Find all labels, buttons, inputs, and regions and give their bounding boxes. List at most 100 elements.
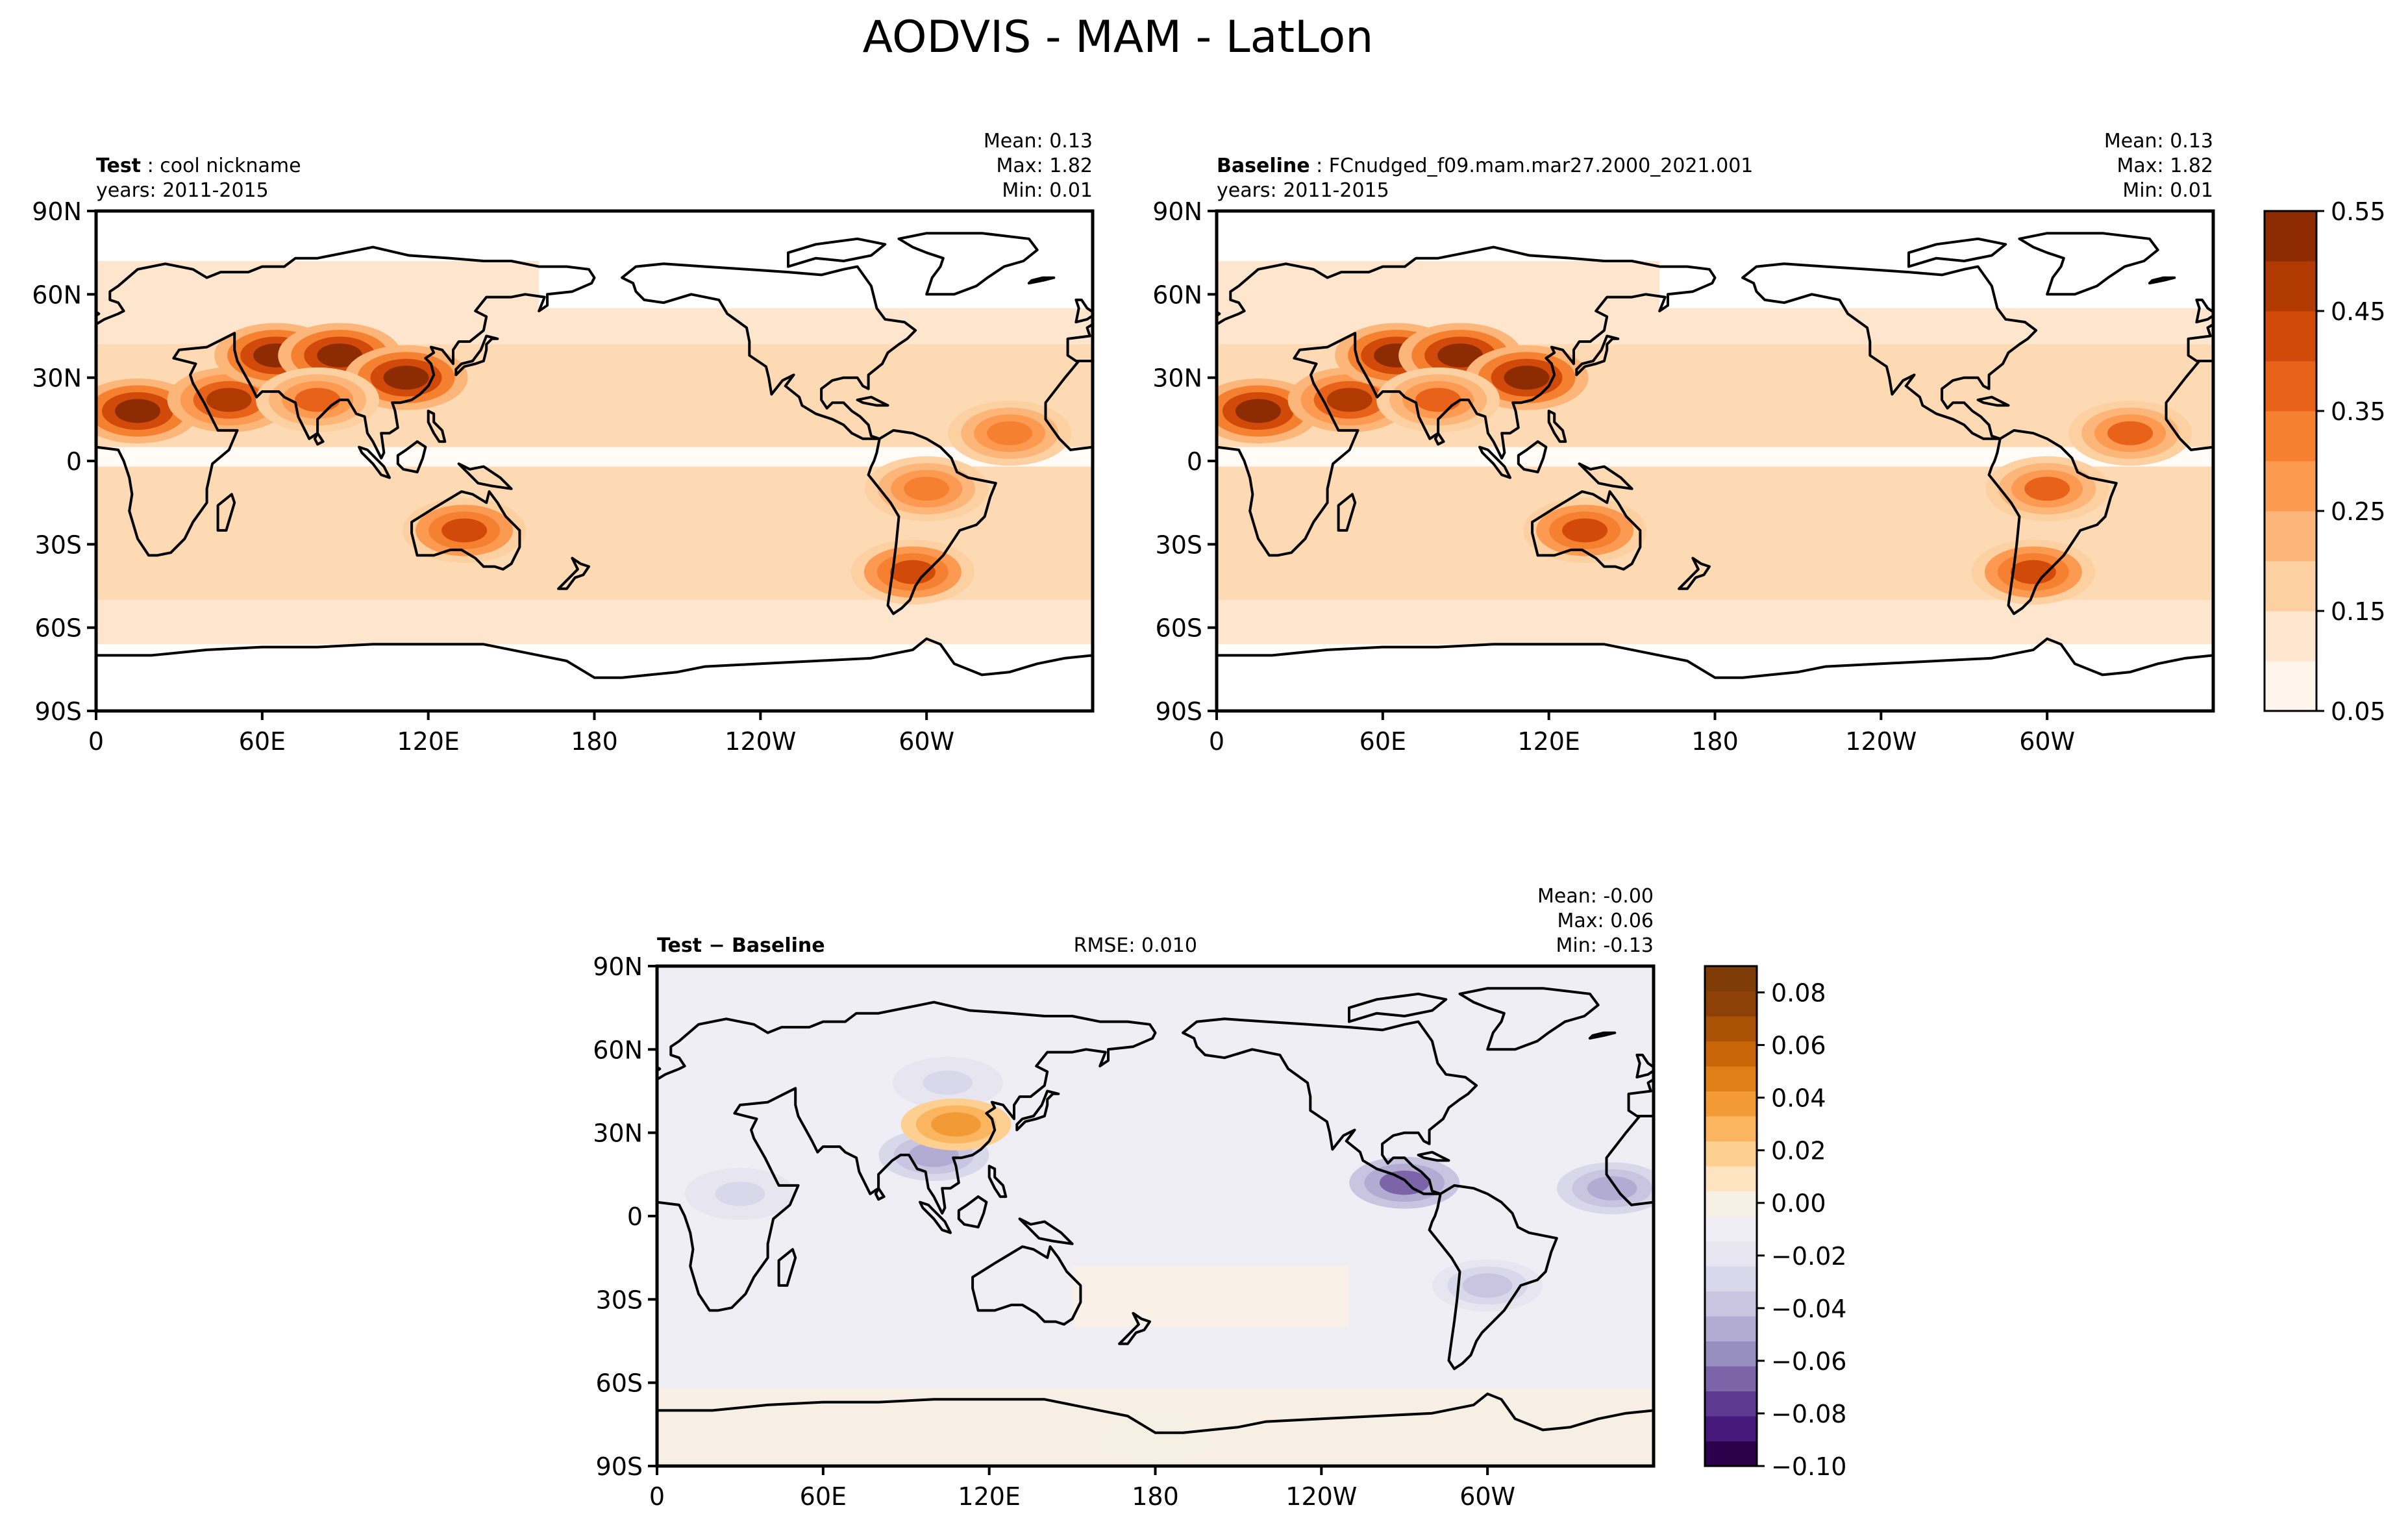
- baseline-coast-japan: [1575, 334, 1620, 377]
- test-ytick-label: 90S: [35, 697, 82, 726]
- figure-title: AODVIS - MAM - LatLon: [863, 12, 1374, 63]
- diff-coast-uk: [1635, 1053, 1654, 1079]
- baseline-xtick-label: 60W: [2019, 727, 2075, 756]
- diff-coast-philippines: [987, 1165, 1008, 1199]
- diff-feature-6: [1130, 1426, 1180, 1450]
- test-coast-south_america: [867, 429, 997, 615]
- colorbar-diff-tick-label: 0.06: [1771, 1032, 1826, 1060]
- test-field: [96, 211, 1093, 711]
- diff-stat: Min: -0.13: [1556, 934, 1654, 957]
- colorbar-diff-segment: [1705, 1316, 1757, 1341]
- baseline-ytick-label: 30N: [1152, 364, 1202, 393]
- test-feature-7: [889, 560, 936, 584]
- baseline-ytick-label: 0: [1187, 447, 1202, 476]
- test-stat: Mean: 0.13: [984, 130, 1093, 153]
- baseline-coast-australia: [1531, 490, 1642, 571]
- colorbar-diff-tick-label: −0.08: [1771, 1400, 1846, 1428]
- baseline-ytick-label: 90N: [1152, 197, 1202, 226]
- colorbar-diff-tick-label: −0.06: [1771, 1347, 1846, 1376]
- baseline-feature-4: [1504, 366, 1550, 390]
- test-ytick-label: 30S: [35, 530, 82, 559]
- test-coast-greenland: [897, 232, 1039, 296]
- diff-xtick-label: 60E: [800, 1482, 847, 1511]
- baseline-stat-label: Max:: [2117, 155, 2170, 177]
- diff-xtick-label: 60W: [1459, 1482, 1515, 1511]
- diff-coast-australia: [971, 1245, 1082, 1326]
- test-stat-value: 0.13: [1049, 130, 1093, 153]
- diff-coast-madagascar: [777, 1248, 797, 1287]
- test-stat: Max: 1.82: [997, 155, 1093, 177]
- diff-feature-7: [715, 1182, 765, 1206]
- test-feature-5: [295, 388, 341, 412]
- colorbar-diff-segment: [1705, 1216, 1757, 1241]
- diff-coast-greenland: [1458, 987, 1600, 1051]
- diff-feature-1: [1587, 1176, 1637, 1200]
- test-stat-label: Min:: [1002, 179, 1049, 202]
- colorbar-aod-segment: [2265, 561, 2316, 612]
- diff-xtick-label: 120E: [958, 1482, 1021, 1511]
- test-xtick-label: 120W: [725, 727, 796, 756]
- baseline-header: Baseline : FCnudged_f09.mam.mar27.2000_2…: [1217, 155, 1753, 177]
- colorbar-diff-tick-label: 0.00: [1771, 1189, 1826, 1218]
- baseline-coast-arctic_islands: [1907, 237, 2007, 268]
- test-ytick-label: 30N: [32, 364, 82, 393]
- colorbar-diff-tick-label: 0.02: [1771, 1137, 1826, 1165]
- test-feature-4: [383, 366, 429, 390]
- test-ytick-label: 0: [66, 447, 82, 476]
- baseline-coast-philippines: [1547, 410, 1567, 443]
- colorbar-diff-segment: [1705, 1441, 1757, 1467]
- baseline-ytick-label: 90S: [1156, 697, 1202, 726]
- diff-coast-north_america: [1182, 1017, 1478, 1195]
- test-ytick-label: 60S: [35, 614, 82, 643]
- test-feature-0: [114, 399, 160, 423]
- colorbar-aod-segment: [2265, 661, 2316, 712]
- test-coast-new_guinea: [457, 462, 513, 490]
- baseline-coast-indonesia_sumatra: [1478, 445, 1511, 479]
- test-coast-cuba: [856, 395, 889, 407]
- diff-stat: Mean: -0.00: [1537, 885, 1654, 908]
- diff-stat-label: Min:: [1556, 934, 1603, 957]
- baseline-stat-label: Min:: [2122, 179, 2170, 202]
- colorbar-diff-segment: [1705, 1166, 1757, 1191]
- test-coast-indonesia_sumatra: [358, 445, 391, 479]
- test-coast-madagascar: [216, 493, 236, 532]
- baseline-ytick-label: 60N: [1152, 280, 1202, 309]
- diff-ytick-label: 30S: [596, 1286, 643, 1314]
- colorbar-diff-segment: [1705, 1416, 1757, 1441]
- colorbar-diff-segment: [1705, 1291, 1757, 1317]
- colorbar-diff-tick-label: −0.10: [1771, 1452, 1846, 1481]
- baseline-coast-uk: [2195, 298, 2213, 324]
- baseline-stat-label: Mean:: [2104, 130, 2170, 153]
- test-feature-9: [904, 477, 950, 501]
- diff-xtick-label: 180: [1132, 1482, 1179, 1511]
- colorbar-diff: [1704, 965, 1758, 1467]
- baseline-coast-africa_eurasia: [1217, 245, 1717, 557]
- test-xtick-label: 120E: [397, 727, 460, 756]
- baseline-coast-sri_lanka: [1434, 432, 1445, 446]
- test-feature-3: [317, 343, 363, 367]
- diff-stat: Max: 0.06: [1558, 910, 1654, 932]
- colorbar-aod-tick-label: 0.45: [2331, 297, 2386, 326]
- colorbar-aod-frame: [2263, 210, 2318, 712]
- diff-ytick-label: 90N: [593, 952, 643, 981]
- baseline-header-rest: FCnudged_f09.mam.mar27.2000_2021.001: [1329, 155, 1754, 177]
- colorbar-aod: 0.05 0.15 0.25 0.35 0.45 0.55: [2263, 197, 2386, 726]
- baseline-feature-5: [1415, 388, 1461, 412]
- baseline-feature-8: [2107, 421, 2154, 445]
- colorbar-diff-segment: [1705, 1266, 1757, 1291]
- baseline-stat: Max: 1.82: [2117, 155, 2213, 177]
- colorbar-aod-segment: [2265, 461, 2316, 512]
- test-stat-label: Max:: [997, 155, 1050, 177]
- diff-feature-3: [923, 1071, 973, 1095]
- diff-feature-5: [1462, 1273, 1513, 1298]
- diff-coast-cuba: [1417, 1150, 1450, 1162]
- test-coast-new_zealand: [557, 556, 590, 590]
- colorbar-diff-segment: [1705, 1191, 1757, 1217]
- test-coast-australia: [410, 490, 521, 571]
- baseline-feature-3: [1437, 343, 1483, 367]
- baseline-xtick-label: 180: [1691, 727, 1739, 756]
- test-header-sep: :: [141, 155, 160, 177]
- colorbar-diff-segment: [1705, 1066, 1757, 1091]
- test-feature-1: [206, 388, 252, 412]
